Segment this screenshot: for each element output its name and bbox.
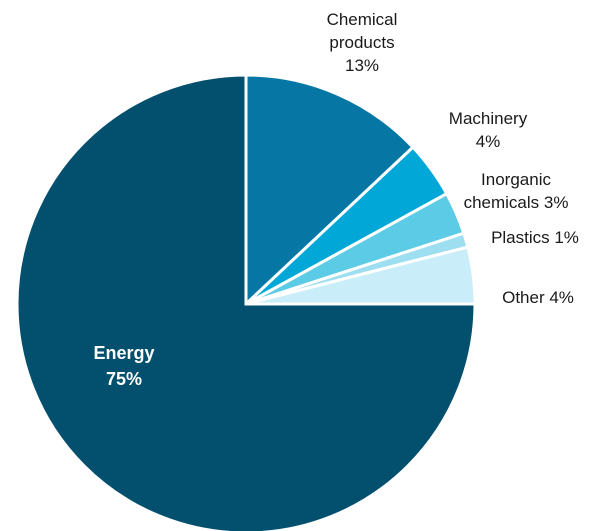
slice-label-energy: Energy 75% xyxy=(93,343,154,389)
slice-label-inorganic: Inorganic chemicals 3% xyxy=(464,170,569,212)
slice-label-line: 75% xyxy=(106,369,142,389)
slice-label-other-4: Other 4% xyxy=(502,288,574,307)
slice-label-line: products xyxy=(329,33,394,52)
pie-labels: Chemical products 13% Machinery 4% Inorganic c… xyxy=(93,10,578,389)
slice-label-chemical: Chemical products 13% xyxy=(327,10,398,75)
slice-label-line: Machinery xyxy=(449,109,528,128)
slice-label-line: Chemical xyxy=(327,10,398,29)
pie-slice-chemical xyxy=(244,73,416,308)
pie-slices xyxy=(15,73,477,531)
slice-label-line: chemicals 3% xyxy=(464,193,569,212)
slice-label-line: 13% xyxy=(345,56,379,75)
slice-label-line: Energy xyxy=(93,343,154,363)
slice-label-line: Plastics 1% xyxy=(491,228,579,247)
slice-label-plastics-1: Plastics 1% xyxy=(491,228,579,247)
pie-slice-energy xyxy=(15,73,477,531)
slice-label-line: 4% xyxy=(476,132,501,151)
slice-label-machinery: Machinery 4% xyxy=(449,109,528,151)
slice-label-line: Inorganic xyxy=(481,170,551,189)
slice-label-line: Other 4% xyxy=(502,288,574,307)
